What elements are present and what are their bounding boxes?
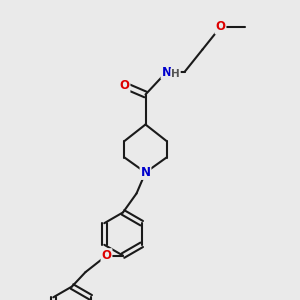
Text: O: O [101,249,112,262]
Text: O: O [215,20,226,34]
Text: H: H [171,69,180,79]
Text: O: O [119,79,130,92]
Text: N: N [161,65,172,79]
Text: N: N [140,166,151,179]
